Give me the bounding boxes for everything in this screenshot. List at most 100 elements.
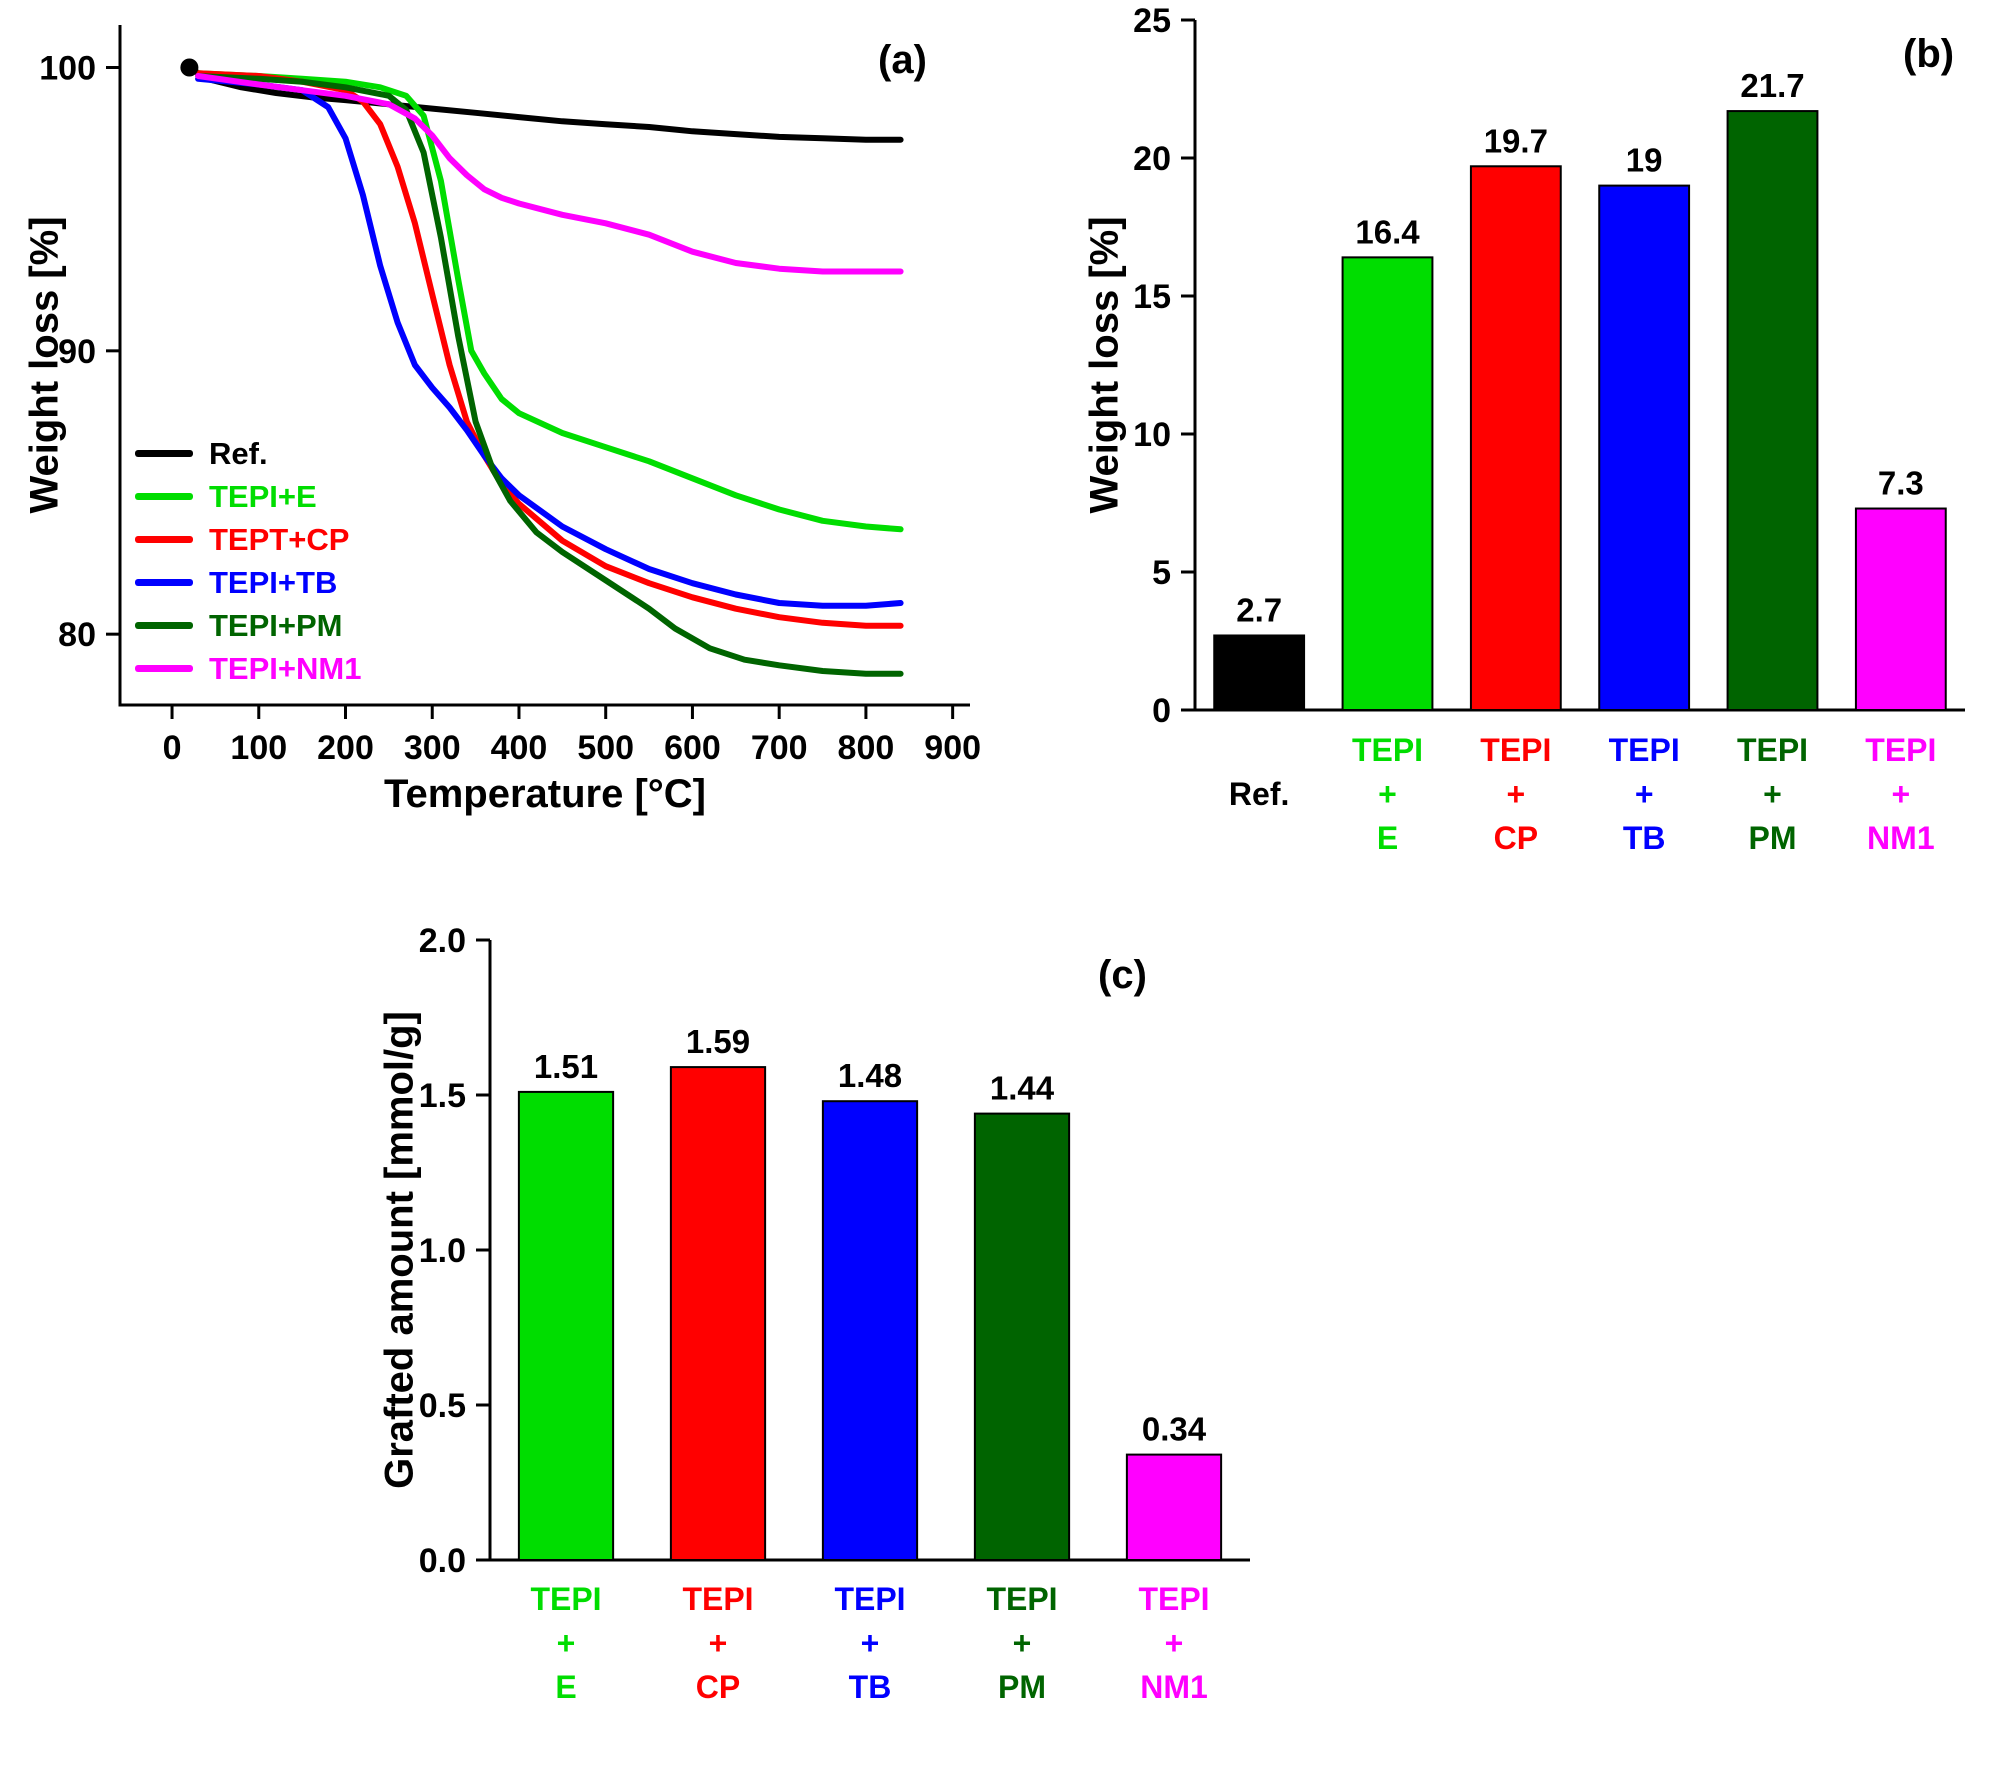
y-tick-label: 20 [1133, 140, 1171, 178]
category-label-tepi-nm1: TEPI + NM1 [1826, 728, 1976, 860]
legend-item-label: TEPT+CP [209, 522, 350, 557]
axes [118, 25, 970, 707]
bar-tepi-nm1 [1854, 507, 1947, 711]
bar-value-label: 19.7 [1484, 122, 1548, 159]
y-tick-label: 5 [1152, 554, 1171, 592]
series-line-tepi-nm1 [195, 73, 904, 275]
category-label-tepi-pm: TEPI + PM [1698, 728, 1848, 860]
category-label-line: TB [1622, 820, 1666, 856]
bar-value-label: 21.7 [1740, 67, 1804, 104]
x-tick-label: 500 [577, 729, 634, 760]
y-axis: 0 5 10 15 20 25 [1133, 2, 1195, 730]
bar-tepi-cp [1469, 165, 1562, 711]
legend-item-tepi-tb: TEPI+TB [135, 561, 361, 604]
y-axis: 0.0 0.5 1.0 1.5 2.0 [419, 922, 490, 1580]
tept-cp-line-swatch [135, 536, 193, 543]
category-label-tepi-cp: TEPI + CP [1441, 728, 1591, 860]
bar-value-label: 7.3 [1878, 465, 1924, 502]
legend-item-label: TEPI+PM [209, 608, 343, 643]
bar-ref [1213, 634, 1306, 711]
ref-start-marker [180, 58, 199, 77]
legend-item-label: TEPI+NM1 [209, 651, 362, 686]
bar-value-label: 2.7 [1236, 591, 1282, 628]
panel-a: 80 90 100 0 100 200 300 400 500 600 700 800 900 Weig… [0, 0, 1020, 890]
tepi-tb-line-swatch [135, 579, 193, 586]
category-label-tepi-e: TEPI + E [491, 1577, 641, 1709]
x-tick-label: 800 [838, 729, 895, 760]
bar-value-label: 1.44 [990, 1070, 1055, 1107]
category-label-line: CP [695, 1669, 741, 1705]
panel-c: 0.0 0.5 1.0 1.5 2.0 1.51 1.59 1.48 1.44 0.34 Graf… [360, 905, 1660, 1791]
category-label-line: TEPI [986, 1581, 1058, 1617]
category-label-tepi-tb: TEPI + TB [795, 1577, 945, 1709]
category-label-line: TB [848, 1669, 892, 1705]
category-label-line: PM [1748, 820, 1797, 856]
axes [1193, 20, 1965, 712]
legend-item-ref: Ref. [135, 432, 361, 475]
category-label-line: TEPI [1351, 732, 1424, 768]
ref-line-swatch [135, 450, 193, 457]
legend-item-label: TEPI+TB [209, 565, 338, 600]
y-tick-label: 80 [58, 616, 96, 654]
category-label-line: Ref. [1228, 776, 1290, 812]
x-tick-label: 900 [924, 729, 981, 760]
tepi-pm-line-swatch [135, 622, 193, 629]
panel-a-y-axis-label: Weight loss [%] [22, 216, 67, 514]
category-label-line: + [1378, 776, 1397, 812]
bar-value-label: 1.59 [686, 1023, 750, 1060]
category-label-line: CP [1493, 820, 1539, 856]
tepi-e-line-swatch [135, 493, 193, 500]
x-tick-label: 600 [664, 729, 721, 760]
panel-c-plot: 0.0 0.5 1.0 1.5 2.0 1.51 1.59 1.48 1.44 0.34 [419, 922, 1250, 1580]
bar-value-label: 16.4 [1355, 213, 1420, 250]
category-label-line: NM1 [1867, 820, 1935, 856]
legend-item-label: TEPI+E [209, 479, 317, 514]
legend-item-tepi-pm: TEPI+PM [135, 604, 361, 647]
x-tick-label: 300 [404, 729, 461, 760]
category-label-tepi-nm1: TEPI + NM1 [1099, 1577, 1249, 1709]
category-label-line: TEPI [834, 1581, 906, 1617]
category-label-tepi-pm: TEPI + PM [947, 1577, 1097, 1709]
category-label-line: + [1634, 776, 1654, 812]
category-label-line: NM1 [1140, 1669, 1208, 1705]
category-label-line: E [555, 1669, 577, 1705]
tepi-nm1-line-swatch [135, 665, 193, 672]
series-line-tepi-e [195, 70, 904, 533]
y-tick-label: 90 [58, 333, 96, 371]
panel-b: 0 5 10 15 20 25 2.7 16.4 19.7 19 21.7 7.3 Weight lo… [1075, 0, 2001, 905]
y-tick-label: 1.0 [419, 1232, 466, 1270]
category-label-line: TEPI [1865, 732, 1937, 768]
panel-c-tag: (c) [1098, 953, 1147, 997]
category-label-line: PM [998, 1669, 1046, 1705]
legend-item-label: Ref. [209, 436, 268, 471]
bar-tepi-pm [1726, 110, 1819, 711]
bar-value-label: 1.51 [534, 1048, 598, 1085]
bar-tepi-nm1 [1125, 1453, 1223, 1561]
category-label-ref: Ref. [1184, 728, 1334, 816]
bar-tepi-cp [669, 1066, 767, 1561]
y-tick-label: 0.0 [419, 1542, 466, 1580]
y-tick-label: 0 [1152, 692, 1171, 730]
category-label-line: TEPI [1138, 1581, 1210, 1617]
category-label-line: + [556, 1625, 576, 1661]
category-label-line: + [1012, 1625, 1032, 1661]
legend-item-tepi-e: TEPI+E [135, 475, 361, 518]
bar-tepi-tb [1598, 184, 1691, 712]
panel-b-tag: (b) [1903, 32, 1955, 76]
legend-item-tept-cp: TEPT+CP [135, 518, 361, 561]
category-label-line: TEPI [682, 1581, 754, 1617]
category-label-line: + [860, 1625, 880, 1661]
series-line-ref [186, 64, 904, 143]
category-label-line: + [1763, 776, 1782, 812]
category-label-line: TEPI [1736, 732, 1809, 768]
panel-a-legend: Ref. TEPI+E TEPT+CP TEPI+TB TEPI+PM TEPI+NM1 [135, 432, 361, 690]
x-axis: 0 100 200 300 400 500 600 700 800 900 [163, 705, 981, 760]
x-tick-label: 100 [230, 729, 287, 760]
x-tick-label: 200 [317, 729, 374, 760]
category-label-tepi-e: TEPI + E [1313, 728, 1463, 860]
x-tick-label: 0 [163, 729, 182, 760]
category-label-line: TEPI [1480, 732, 1552, 768]
bar-tepi-e [517, 1090, 615, 1561]
x-tick-label: 400 [491, 729, 548, 760]
